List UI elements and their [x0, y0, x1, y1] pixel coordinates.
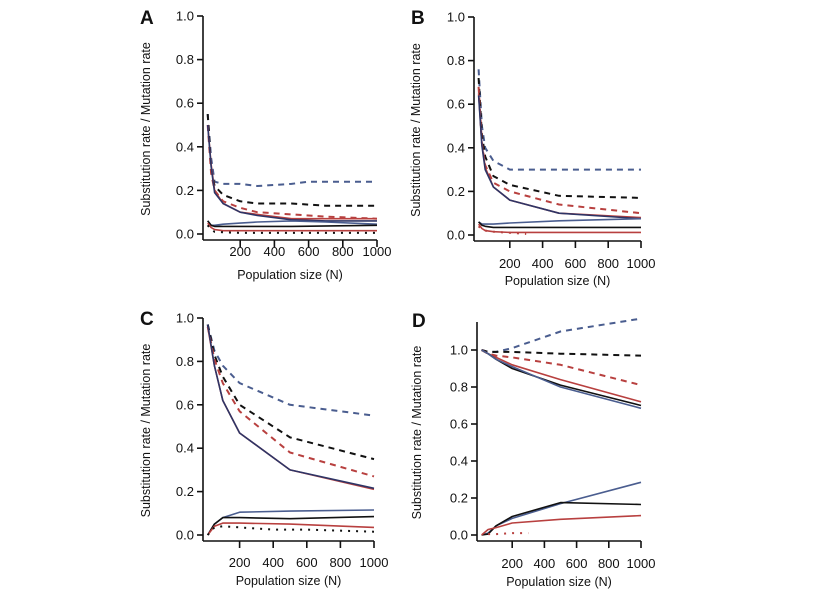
x-tick-label: 400	[532, 256, 554, 271]
x-tick-label: 200	[501, 556, 523, 571]
x-tick-label: 1000	[363, 244, 392, 259]
y-tick-label: 0.6	[447, 97, 465, 112]
y-axis-title: Substitution rate / Mutation rate	[139, 42, 153, 216]
y-tick-label: 0.8	[450, 380, 468, 395]
panel-letter: A	[140, 8, 154, 29]
series-red-solid-lower	[207, 222, 377, 232]
series-blue-solid-lower	[478, 217, 642, 225]
y-tick-label: 0.0	[450, 528, 468, 543]
y-tick-label: 0.6	[450, 417, 468, 432]
y-tick-label: 1.0	[447, 10, 465, 25]
panel-d: D 0.0 0.2 0.4 0.6 0.8 1.0 200 400 600 800 1000 Popul…	[410, 311, 655, 589]
x-axis-title: Population size (N)	[236, 574, 342, 588]
series-red-dotted	[488, 532, 529, 536]
panel-letter: B	[411, 8, 425, 29]
x-tick-label: 800	[332, 244, 354, 259]
x-tick-label: 400	[264, 244, 286, 259]
x-axis-title: Population size (N)	[237, 268, 343, 282]
y-tick-label: 0.2	[447, 184, 465, 199]
x-tick-label: 600	[298, 244, 320, 259]
series-black-dashed	[206, 324, 375, 461]
y-tick-label: 0.8	[176, 52, 194, 67]
y-tick-label: 0.2	[176, 484, 194, 499]
y-axis-title: Substitution rate / Mutation rate	[409, 43, 423, 217]
x-tick-label: 400	[534, 556, 556, 571]
series-red-solid-lower	[477, 223, 641, 234]
series-black-solid-lower	[478, 221, 641, 229]
y-tick-label: 0.4	[176, 441, 194, 456]
series-navy-solid-upper	[477, 95, 642, 220]
series-black-dotted	[206, 525, 375, 536]
series-black-solid-lower	[207, 515, 375, 536]
series-red-dashed	[206, 326, 375, 478]
series-black-dashed	[206, 114, 377, 207]
panel-c: C 0.0 0.2 0.4 0.6 0.8 1.0 200 400 600 800 1000 Popul…	[139, 309, 388, 588]
x-tick-label: 400	[262, 555, 284, 570]
y-tick-label: 0.0	[447, 228, 465, 243]
series-red-solid-lower	[481, 514, 642, 536]
x-tick-label: 600	[565, 256, 587, 271]
series-navy-solid-upper	[206, 324, 375, 490]
series-blue-dashed	[477, 69, 641, 171]
series-black-solid-lower	[481, 501, 642, 536]
x-axis-title: Population size (N)	[505, 274, 611, 288]
panel-a: A 0.0 0.2 0.4 0.6 0.8 1.0 200 400 600 800 1000 Popul…	[139, 8, 391, 282]
series-red-solid-upper	[477, 93, 642, 219]
x-tick-label: 800	[597, 256, 619, 271]
series-black-dashed	[477, 77, 642, 199]
x-tick-label: 200	[229, 555, 251, 570]
x-tick-label: 200	[229, 244, 251, 259]
series-blue-dashed	[481, 317, 642, 353]
y-tick-label: 0.8	[447, 53, 465, 68]
x-tick-label: 200	[499, 256, 521, 271]
x-tick-label: 1000	[627, 556, 656, 571]
y-axis-title: Substitution rate / Mutation rate	[139, 344, 153, 518]
y-tick-label: 1.0	[176, 311, 194, 326]
series-red-dashed	[206, 124, 378, 220]
y-tick-label: 0.6	[176, 96, 194, 111]
series-blue-solid-lower	[481, 481, 642, 536]
series-blue-dashed	[206, 324, 375, 417]
y-tick-label: 0.4	[176, 139, 194, 154]
y-tick-label: 0.2	[176, 183, 194, 198]
series-red-solid-upper	[206, 326, 375, 491]
series-black-solid-lower	[207, 220, 378, 228]
panel-b: B 0.0 0.2 0.4 0.6 0.8 1.0 200 400 600 800 1000 Popul…	[409, 8, 655, 288]
series-red-dashed	[481, 349, 642, 387]
series-black-dashed	[481, 349, 642, 357]
series-red-solid-lower	[207, 522, 375, 536]
series-black-solid-upper	[481, 349, 642, 407]
x-tick-label: 800	[330, 555, 352, 570]
series-navy-solid-upper	[206, 124, 377, 222]
series-blue-solid-upper	[481, 349, 642, 410]
x-tick-label: 600	[296, 555, 318, 570]
y-tick-label: 0.0	[176, 227, 194, 242]
y-tick-label: 0.2	[450, 491, 468, 506]
y-tick-label: 1.0	[176, 9, 194, 24]
y-tick-label: 0.8	[176, 354, 194, 369]
x-tick-label: 600	[566, 556, 588, 571]
y-tick-label: 0.6	[176, 397, 194, 412]
x-axis-title: Population size (N)	[506, 575, 612, 589]
panel-letter: C	[140, 309, 154, 330]
y-tick-label: 1.0	[450, 343, 468, 358]
x-tick-label: 1000	[627, 256, 656, 271]
panel-letter: D	[412, 311, 426, 332]
series-red-solid-upper	[481, 349, 642, 403]
y-axis-title: Substitution rate / Mutation rate	[410, 346, 424, 520]
x-tick-label: 1000	[360, 555, 389, 570]
series-blue-dashed	[206, 114, 377, 187]
y-tick-label: 0.4	[447, 140, 465, 155]
y-tick-label: 0.0	[176, 528, 194, 543]
y-tick-label: 0.4	[450, 454, 468, 469]
x-tick-label: 800	[598, 556, 620, 571]
